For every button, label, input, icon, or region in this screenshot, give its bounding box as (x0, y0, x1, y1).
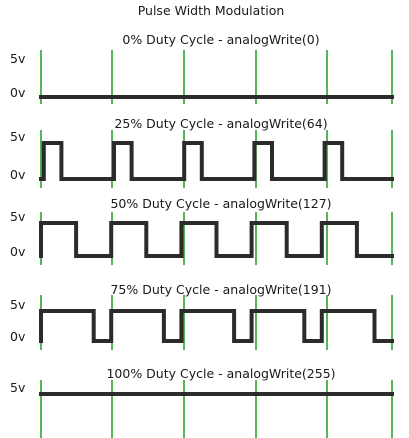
panel-title: 100% Duty Cycle - analogWrite(255) (106, 366, 335, 381)
panel-title: 75% Duty Cycle - analogWrite(191) (110, 282, 331, 297)
signal-panel-0: 0% Duty Cycle - analogWrite(0) 5v 0v (10, 32, 394, 104)
signal-waveform (39, 221, 394, 258)
signal-waveform (39, 309, 394, 343)
figure-title: Pulse Width Modulation (138, 3, 285, 18)
level-label-high: 5v (10, 51, 26, 66)
level-label-high: 5v (10, 297, 26, 312)
level-label-low: 0v (10, 329, 26, 344)
panel-title: 50% Duty Cycle - analogWrite(127) (110, 196, 331, 211)
signal-panel-1: 25% Duty Cycle - analogWrite(64) 5v 0v (10, 116, 394, 188)
signal-waveform (39, 141, 394, 181)
level-label-low: 0v (10, 85, 26, 100)
signal-panel-3: 75% Duty Cycle - analogWrite(191) 5v 0v (10, 282, 394, 350)
level-label-low: 0v (10, 244, 26, 259)
level-label-low: 0v (10, 167, 26, 182)
signal-panel-4: 100% Duty Cycle - analogWrite(255) 5v (10, 366, 394, 438)
signal-panel-2: 50% Duty Cycle - analogWrite(127) 5v 0v (10, 196, 394, 265)
panel-title: 25% Duty Cycle - analogWrite(64) (114, 116, 327, 131)
panel-title: 0% Duty Cycle - analogWrite(0) (122, 32, 319, 47)
level-label-high: 5v (10, 129, 26, 144)
level-label-high: 5v (10, 380, 26, 395)
level-label-high: 5v (10, 209, 26, 224)
